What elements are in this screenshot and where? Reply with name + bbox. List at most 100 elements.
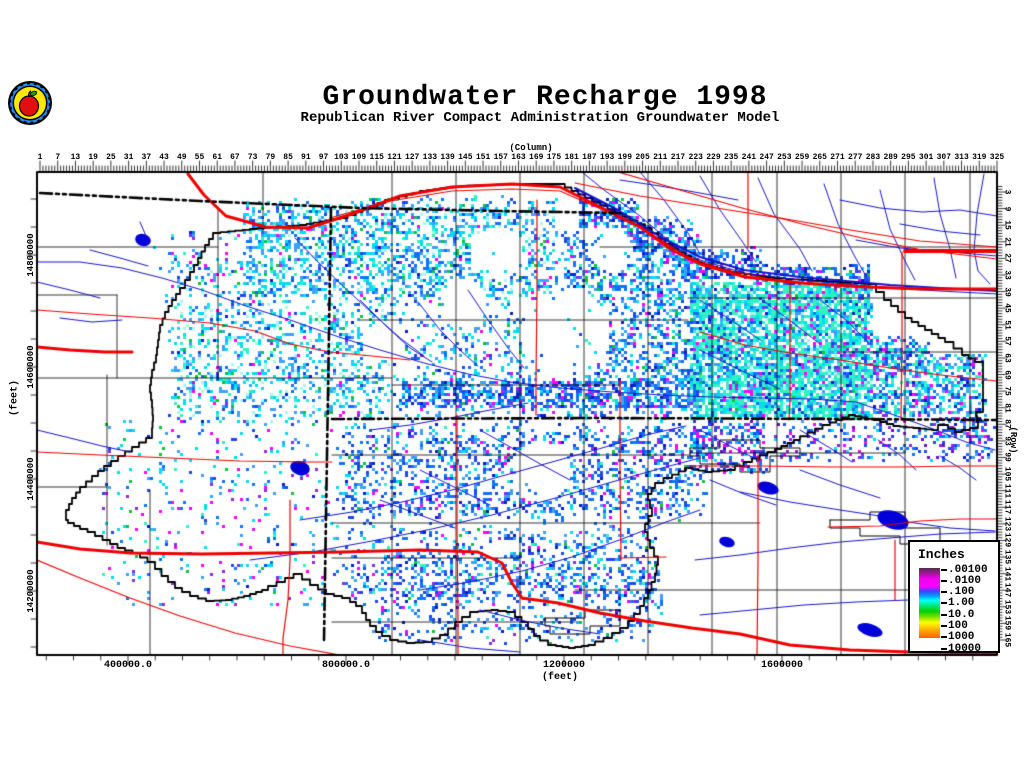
column-tick-label: 163	[511, 153, 526, 162]
column-tick-label: 193	[599, 153, 615, 162]
y-feet-tick-label: 14400000	[26, 457, 36, 501]
column-tick-label: 55	[194, 153, 205, 162]
row-tick-label: 141	[1002, 566, 1012, 581]
column-tick-label: 253	[777, 153, 792, 162]
column-tick-label: 31	[123, 153, 134, 162]
legend-tick: .00100	[941, 563, 988, 576]
legend-tick-label: 1000	[948, 631, 975, 644]
y-feet-tick-label: 14600000	[26, 345, 36, 389]
row-tick-label: 153	[1002, 599, 1012, 614]
column-tick-label: 139	[440, 153, 455, 162]
legend-tick-label: 10000	[948, 642, 982, 655]
x-feet-tick-label: 400000.0	[103, 660, 153, 671]
column-tick-label: 145	[458, 153, 473, 162]
column-axis-title: (Column)	[509, 143, 553, 153]
legend-tick: 10000	[941, 642, 982, 655]
row-tick-label: 69	[1002, 369, 1012, 380]
legend-tick-mark	[941, 647, 947, 650]
legend-tick-label: .0100	[948, 574, 982, 587]
column-tick-label: 133	[422, 153, 438, 162]
row-tick-label: 111	[1002, 483, 1012, 498]
y-feet-tick-label: 14800000	[26, 233, 36, 277]
column-tick-label: 211	[653, 153, 668, 162]
row-tick-label: 75	[1002, 386, 1012, 396]
legend-tick-mark	[941, 613, 947, 616]
column-tick-label: 295	[901, 153, 916, 162]
column-tick-label: 103	[334, 153, 349, 162]
row-tick-label: 147	[1002, 583, 1012, 598]
legend-tick-mark	[941, 636, 947, 639]
row-tick-label: 21	[1002, 236, 1012, 247]
column-tick-label: 43	[159, 153, 169, 162]
column-tick-label: 127	[404, 153, 420, 162]
row-tick-label: 39	[1002, 286, 1012, 297]
column-tick-label: 85	[283, 153, 293, 162]
legend-tick: .0100	[941, 574, 982, 587]
column-tick-label: 97	[318, 153, 329, 162]
column-tick-label: 1	[37, 153, 43, 162]
column-tick-label: 241	[741, 153, 757, 162]
row-tick-label: 123	[1002, 516, 1012, 532]
legend-tick: 1000	[941, 631, 975, 644]
row-tick-label: 159	[1002, 616, 1012, 631]
row-tick-label: 87	[1002, 419, 1012, 430]
column-tick-label: 283	[865, 153, 881, 162]
legend-tick-mark	[941, 625, 947, 627]
row-tick-label: 117	[1002, 500, 1012, 515]
column-tick-label: 79	[265, 153, 276, 162]
legend-tick-label: .00100	[948, 563, 988, 576]
column-tick-label: 301	[918, 153, 934, 162]
row-tick-label: 105	[1002, 466, 1012, 482]
column-tick-label: 49	[176, 153, 187, 162]
column-tick-label: 235	[723, 153, 739, 162]
y-feet-tick-label: 14200000	[26, 569, 36, 613]
page-subtitle: Republican River Compact Administration …	[300, 110, 780, 126]
column-tick-label: 109	[351, 153, 367, 162]
row-tick-label: 51	[1002, 319, 1012, 330]
row-tick-label: 99	[1002, 452, 1012, 463]
page-title: Groundwater Recharge 1998	[322, 82, 768, 113]
legend-tick-mark	[941, 591, 947, 594]
column-tick-label: 19	[88, 153, 98, 162]
column-tick-label: 187	[582, 153, 597, 162]
column-tick-label: 265	[812, 153, 827, 162]
row-tick-label: 15	[1002, 220, 1012, 230]
column-tick-label: 289	[883, 153, 898, 162]
row-tick-label: 27	[1002, 253, 1012, 264]
column-tick-label: 325	[989, 153, 1005, 162]
column-tick-label: 271	[830, 153, 845, 162]
column-tick-label: 61	[212, 153, 223, 162]
column-tick-label: 37	[141, 153, 152, 162]
column-tick-label: 199	[617, 153, 633, 162]
row-tick-label: 45	[1002, 303, 1012, 313]
agency-logo-icon	[7, 80, 53, 126]
column-tick-label: 181	[564, 153, 579, 162]
legend-gradient-bar	[919, 568, 940, 638]
legend-tick-label: 100	[948, 620, 968, 632]
legend-title: Inches	[918, 547, 965, 562]
legend-tick-mark	[941, 568, 947, 571]
column-tick-label: 205	[635, 153, 650, 162]
row-tick-label: 33	[1002, 270, 1012, 280]
column-tick-label: 319	[972, 153, 987, 162]
legend-tick: 10.0	[941, 608, 975, 621]
legend-tick: 1.00	[941, 597, 974, 609]
column-tick-label: 115	[369, 153, 384, 162]
legend-tick-mark	[941, 579, 947, 582]
x-feet-tick-label: 1200000	[542, 660, 586, 671]
legend-tick-label: 10.0	[948, 608, 975, 621]
column-tick-label: 259	[794, 153, 810, 162]
column-tick-label: 175	[546, 153, 562, 162]
x-axis-title: (feet)	[541, 672, 579, 683]
column-tick-label: 247	[759, 153, 774, 162]
x-feet-tick-label: 800000.0	[321, 660, 371, 671]
column-tick-label: 307	[936, 153, 952, 162]
legend-tick: 100	[941, 620, 968, 632]
column-tick-label: 91	[301, 153, 311, 162]
row-tick-label: 81	[1002, 402, 1012, 413]
row-tick-label: 3	[1002, 189, 1012, 195]
row-tick-label: 57	[1002, 336, 1012, 347]
column-tick-label: 229	[706, 153, 721, 162]
column-tick-label: 169	[529, 153, 544, 162]
